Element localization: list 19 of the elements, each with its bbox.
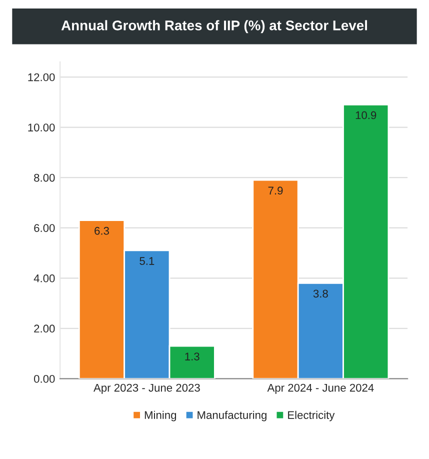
data-label: 6.3 [94, 226, 109, 235]
x-tick-label: Apr 2023 - June 2023 [94, 384, 200, 394]
y-tick-label: 0.00 [34, 374, 55, 383]
legend-label: Mining [144, 410, 176, 422]
y-tick-label: 10.00 [28, 124, 55, 132]
y-tick-label: 6.00 [34, 224, 55, 232]
data-label: 3.8 [313, 290, 328, 298]
y-tick-label: 8.00 [34, 174, 55, 182]
legend-label: Manufacturing [198, 410, 266, 422]
y-tick-label: 2.00 [34, 324, 55, 333]
y-tick-label: 12.00 [28, 73, 55, 82]
data-label: 5.1 [140, 257, 154, 265]
chart-title: Annual Growth Rates of IIP (%) at Sector Level [61, 20, 367, 34]
x-tick-label: Apr 2024 - June 2024 [267, 384, 374, 394]
data-label: 1.3 [185, 352, 200, 360]
y-tick-label: 4.00 [34, 274, 55, 282]
data-label: 7.9 [268, 186, 283, 195]
legend-label: Electricity [288, 410, 335, 422]
data-label: 10.9 [356, 111, 376, 120]
